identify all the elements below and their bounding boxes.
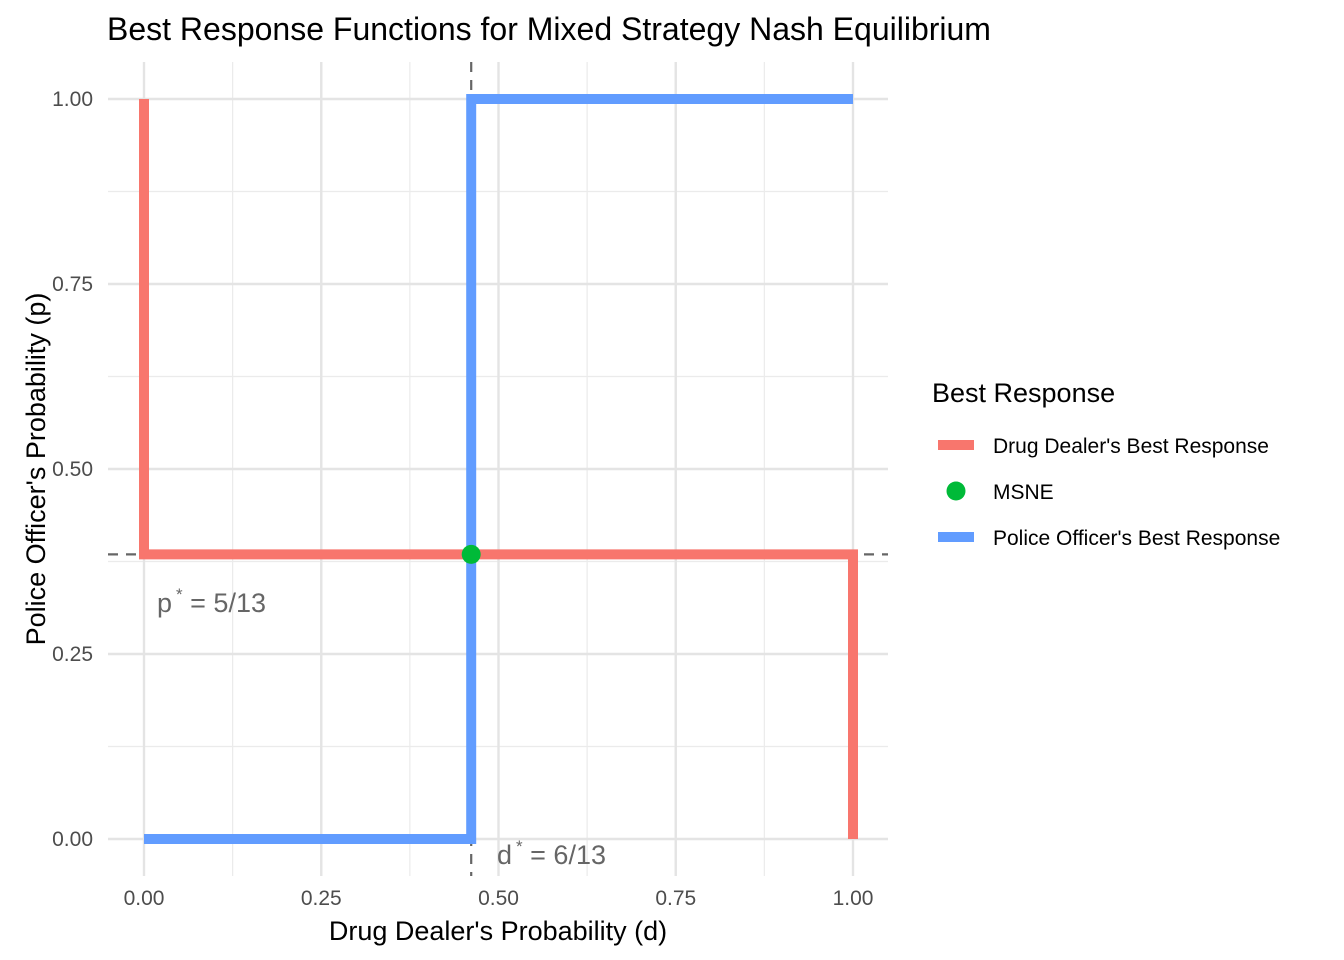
- series-line-0: [139, 99, 858, 839]
- legend-title: Best Response: [932, 378, 1115, 408]
- y-tick-label: 0.75: [52, 273, 93, 296]
- x-tick-labels: 0.00 0.25 0.50 0.75 1.00: [124, 887, 874, 910]
- x-tick-label: 0.25: [301, 887, 342, 910]
- p-star-var: p: [157, 588, 172, 618]
- legend-key-point: [946, 481, 966, 501]
- y-axis-title: Police Officer's Probability (p): [21, 293, 51, 646]
- y-tick-label: 1.00: [52, 88, 93, 111]
- points-layer: [461, 544, 481, 564]
- legend-entries: Drug Dealer's Best Response MSNE Police Of…: [938, 435, 1280, 550]
- x-tick-label: 0.00: [124, 887, 165, 910]
- legend: Best Response Drug Dealer's Best Respons…: [932, 378, 1280, 550]
- y-tick-labels: 0.00 0.25 0.50 0.75 1.00: [52, 88, 93, 851]
- d-star-sup: *: [516, 837, 523, 856]
- x-axis-title: Drug Dealer's Probability (d): [329, 916, 667, 946]
- series-line-1: [144, 94, 853, 844]
- p-star-value: = 5/13: [183, 588, 266, 618]
- legend-label: MSNE: [993, 481, 1054, 504]
- p-star-annotation: p * = 5/13: [157, 585, 266, 618]
- grid-major: [108, 62, 888, 876]
- x-tick-label: 0.75: [655, 887, 696, 910]
- series-layer: [139, 94, 858, 844]
- d-star-annotation: d * = 6/13: [497, 837, 606, 870]
- x-tick-label: 0.50: [478, 887, 519, 910]
- legend-label: Police Officer's Best Response: [993, 527, 1280, 550]
- p-star-sup: *: [176, 585, 183, 604]
- d-star-value: = 6/13: [523, 840, 606, 870]
- x-tick-label: 1.00: [833, 887, 874, 910]
- annotations: p * = 5/13 d * = 6/13: [157, 585, 606, 870]
- chart-title: Best Response Functions for Mixed Strate…: [107, 11, 991, 47]
- y-tick-label: 0.00: [52, 828, 93, 851]
- msne-point: [461, 544, 481, 564]
- y-tick-label: 0.50: [52, 458, 93, 481]
- d-star-var: d: [497, 840, 512, 870]
- legend-label: Drug Dealer's Best Response: [993, 435, 1269, 458]
- y-tick-label: 0.25: [52, 643, 93, 666]
